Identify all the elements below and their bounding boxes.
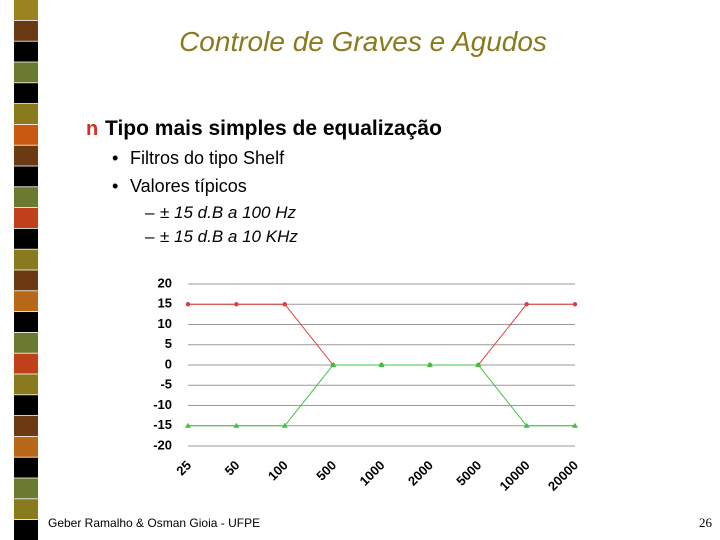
strip-block [14, 457, 38, 478]
strip-block [14, 166, 38, 187]
x-tick-label: 100 [265, 458, 291, 484]
point [282, 302, 287, 307]
strip-block [14, 83, 38, 104]
sub-sub-point: ± 15 d.B a 10 KHz [160, 227, 298, 246]
strip-block [14, 436, 38, 457]
point [572, 422, 578, 428]
strip-block [14, 104, 38, 124]
page-number: 26 [699, 515, 713, 530]
x-tick-label: 1000 [357, 458, 388, 489]
point [185, 422, 191, 428]
point [233, 422, 240, 428]
x-tick-label: 20000 [545, 458, 581, 494]
slide-title: Controle de Graves e Agudos [179, 26, 547, 57]
x-tick-label: 5000 [453, 458, 484, 489]
strip-block [14, 416, 38, 436]
y-tick-label: 5 [165, 336, 172, 351]
point [523, 422, 530, 428]
point [330, 362, 337, 367]
strip-block [14, 520, 38, 540]
point [281, 422, 288, 428]
x-tick-label: 10000 [497, 458, 533, 494]
y-tick-label: -5 [160, 377, 172, 392]
dash: – [145, 203, 155, 222]
bullet: n [86, 118, 98, 140]
y-tick-label: -10 [153, 397, 172, 412]
strip-block [14, 478, 38, 499]
dash: – [145, 227, 155, 246]
point [572, 302, 578, 307]
series-line [188, 303, 575, 366]
point [524, 302, 529, 307]
strip-block [14, 499, 38, 520]
decorative-strip [14, 0, 38, 540]
point [234, 302, 239, 307]
point [426, 362, 433, 367]
strip-block [14, 312, 38, 332]
main-point: Tipo mais simples de equalização [105, 117, 442, 140]
x-tick-label: 500 [313, 458, 339, 484]
chart: -20 -15 -10 -5 0 5 10 15 20 25 50 100 500 1000 2000 500… [153, 275, 581, 493]
strip-block [14, 374, 38, 395]
bullet-dot: • [112, 176, 118, 196]
point [475, 362, 482, 367]
strip-block [14, 145, 38, 166]
sub-point: Valores típicos [130, 176, 247, 196]
y-tick-label: 15 [158, 296, 172, 311]
y-tick-label: 10 [158, 316, 172, 331]
x-tick-label: 25 [173, 458, 194, 479]
series-line [188, 364, 575, 427]
strip-block [14, 62, 38, 83]
y-tick-label: 0 [165, 356, 172, 371]
strip-block [14, 208, 38, 228]
strip-block [14, 395, 38, 416]
x-tick-label: 2000 [405, 458, 436, 489]
bullet-dot: • [112, 148, 118, 168]
sub-sub-point: ± 15 d.B a 100 Hz [160, 203, 296, 222]
y-tick-label: -15 [153, 417, 172, 432]
y-tick-label: 20 [158, 275, 172, 290]
strip-block [14, 20, 38, 41]
point [185, 302, 191, 307]
sub-point: Filtros do tipo Shelf [130, 148, 285, 168]
strip-block [14, 249, 38, 270]
strip-block [14, 0, 38, 20]
strip-block [14, 124, 38, 145]
x-tick-label: 50 [222, 458, 243, 479]
strip-block [14, 291, 38, 312]
strip-block [14, 270, 38, 291]
point [378, 362, 385, 367]
strip-block [14, 41, 38, 62]
strip-block [14, 332, 38, 353]
strip-block [14, 187, 38, 208]
strip-block [14, 228, 38, 249]
footer-author: Geber Ramalho & Osman Gioia - UFPE [48, 516, 260, 530]
y-tick-label: -20 [153, 437, 172, 452]
strip-block [14, 353, 38, 374]
